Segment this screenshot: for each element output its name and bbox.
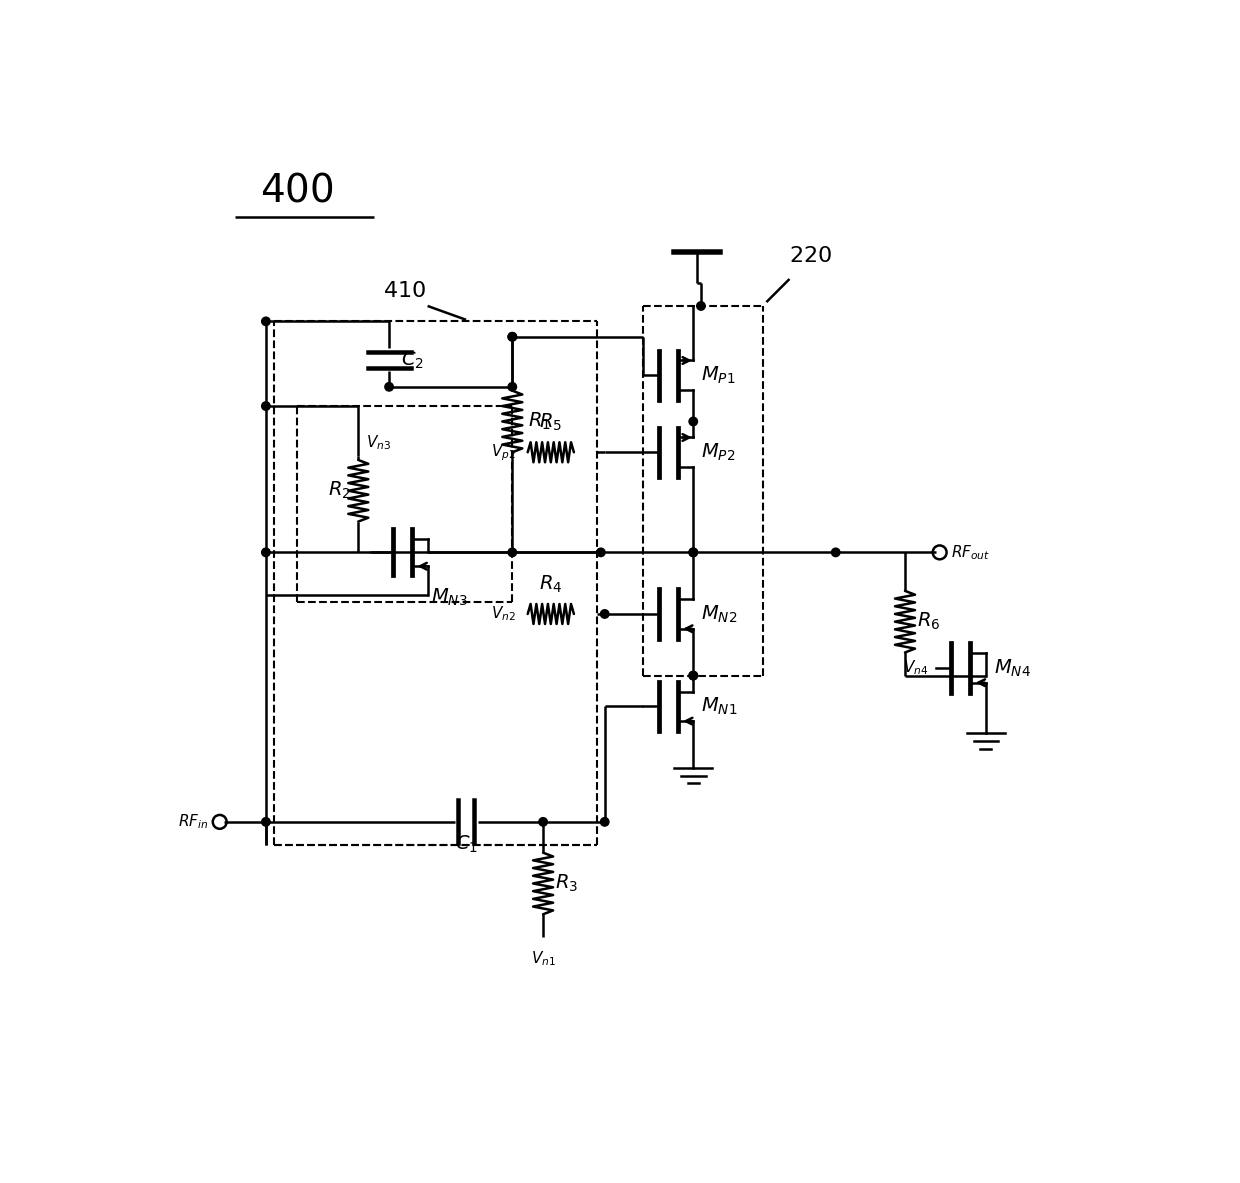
Text: $R_5$: $R_5$ (539, 412, 562, 433)
Circle shape (508, 332, 517, 341)
Circle shape (508, 382, 517, 392)
Text: $C_2$: $C_2$ (401, 349, 424, 370)
Text: $M_{N1}$: $M_{N1}$ (701, 696, 738, 717)
Circle shape (508, 332, 517, 341)
Circle shape (262, 402, 270, 411)
Text: $R_2$: $R_2$ (327, 480, 351, 502)
Text: $C_1$: $C_1$ (455, 833, 477, 855)
Text: $V_{n3}$: $V_{n3}$ (366, 434, 391, 452)
Text: $M_{P1}$: $M_{P1}$ (701, 364, 735, 386)
Circle shape (596, 548, 605, 557)
Text: $M_{N3}$: $M_{N3}$ (432, 587, 467, 608)
Text: $V_{n2}$: $V_{n2}$ (491, 605, 516, 623)
Circle shape (689, 548, 697, 557)
Text: $\mathit{220}$: $\mathit{220}$ (790, 245, 832, 267)
Text: $R_4$: $R_4$ (539, 574, 563, 595)
Text: $RF_{out}$: $RF_{out}$ (951, 543, 991, 562)
Circle shape (689, 548, 697, 557)
Text: $V_{p2}$: $V_{p2}$ (491, 442, 516, 463)
Text: $\mathit{410}$: $\mathit{410}$ (383, 280, 427, 302)
Text: $M_{N4}$: $M_{N4}$ (993, 658, 1030, 679)
Circle shape (262, 317, 270, 325)
Text: $RF_{in}$: $RF_{in}$ (177, 813, 208, 832)
Circle shape (262, 817, 270, 826)
Circle shape (508, 548, 517, 557)
Text: $\mathit{400}$: $\mathit{400}$ (260, 172, 334, 209)
Text: $R_6$: $R_6$ (916, 612, 940, 633)
Text: $V_{n1}$: $V_{n1}$ (531, 949, 556, 968)
Circle shape (689, 671, 697, 680)
Circle shape (539, 817, 547, 826)
Circle shape (689, 671, 697, 680)
Text: $V_{n4}$: $V_{n4}$ (903, 659, 928, 677)
Circle shape (600, 817, 609, 826)
Circle shape (600, 609, 609, 619)
Circle shape (689, 418, 697, 426)
Circle shape (832, 548, 839, 557)
Text: $R_3$: $R_3$ (554, 873, 578, 894)
Text: $M_{P2}$: $M_{P2}$ (701, 441, 735, 463)
Circle shape (697, 302, 706, 310)
Text: $R_1$: $R_1$ (528, 411, 551, 432)
Circle shape (384, 382, 393, 392)
Text: $M_{N2}$: $M_{N2}$ (701, 603, 738, 625)
Circle shape (262, 548, 270, 557)
